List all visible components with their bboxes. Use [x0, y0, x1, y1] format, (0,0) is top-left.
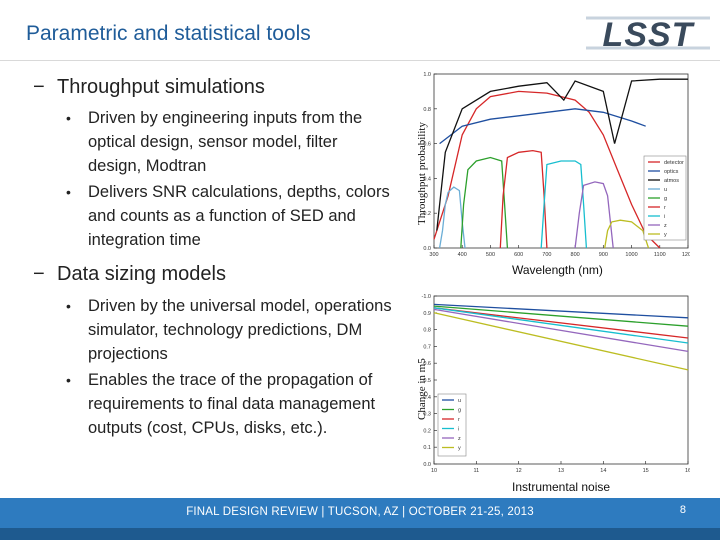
x-tick-label: 16 [685, 468, 690, 474]
series-line-i [433, 307, 689, 344]
plot-frame [433, 295, 689, 465]
legend-label-z: z [458, 436, 461, 442]
x-tick-label: 900 [599, 252, 608, 258]
slide-title: Parametric and statistical tools [26, 22, 311, 45]
x-tick-label: 300 [429, 252, 438, 258]
footer-band [0, 528, 720, 540]
section-heading-text: Data sizing models [57, 263, 226, 285]
legend-label-atmos: atmos [664, 178, 679, 184]
m5-change-chart: 10 11 12 13 14 15 16 0.0 0.1 0.2 0.3 0.4 0.5 0.6 0.7 0.… [422, 294, 690, 474]
series-line-r [499, 149, 548, 249]
series-line-z [574, 181, 614, 249]
legend-label-optics: optics [664, 169, 679, 175]
series-line-g [460, 156, 509, 249]
y-tick-label: 0.3 [423, 412, 431, 418]
legend-label-g: g [664, 196, 667, 202]
chart2-xlabel: Instrumental noise [512, 480, 611, 494]
footer-text: FINAL DESIGN REVIEW | TUCSON, AZ | OCTOB… [186, 506, 534, 518]
series-line-u [438, 186, 466, 249]
series-line-atmos [436, 78, 688, 231]
y-tick-label: 0.0 [423, 246, 431, 252]
footer-bar: FINAL DESIGN REVIEW | TUCSON, AZ | OCTOB… [0, 498, 720, 528]
series-line-g [433, 305, 689, 327]
x-tick-label: 1000 [625, 252, 637, 258]
series-line-u [433, 303, 689, 319]
legend-label-i: i [664, 214, 665, 220]
series-line-r [433, 307, 689, 339]
chart1-xlabel: Wavelength (nm) [512, 263, 603, 277]
bullet-list-throughput: Driven by engineering inputs from the op… [52, 106, 392, 252]
lsst-logo: LSST [580, 4, 716, 58]
legend-label-g: g [458, 408, 461, 414]
legend-label-y: y [664, 232, 667, 238]
title-divider [0, 60, 720, 61]
x-tick-label: 15 [643, 468, 649, 474]
x-tick-label: 800 [571, 252, 580, 258]
series-line-z [433, 308, 689, 353]
section-heading-text: Throughput simulations [57, 76, 265, 98]
svg-text:LSST: LSST [603, 16, 696, 54]
y-tick-label: 0.7 [423, 344, 431, 350]
x-tick-label: 11 [473, 468, 479, 474]
bullet-list-data-sizing: Driven by the universal model, operation… [52, 294, 392, 440]
x-tick-label: 1100 [654, 252, 666, 258]
y-tick-label: 0.2 [423, 428, 431, 434]
y-tick-label: 0.8 [423, 107, 431, 113]
bullet-item: Driven by the universal model, operation… [52, 294, 392, 366]
legend-label-z: z [664, 223, 667, 229]
x-tick-label: 10 [431, 468, 437, 474]
y-tick-label: 0.9 [423, 311, 431, 317]
bullet-item: Enables the trace of the propagation of … [52, 368, 392, 440]
series-line-y [433, 312, 689, 371]
x-tick-label: 12 [516, 468, 522, 474]
legend-label-i: i [458, 427, 459, 433]
x-tick-label: 600 [514, 252, 523, 258]
section-heading-data-sizing: − Data sizing models [33, 263, 226, 285]
legend-label-r: r [458, 417, 460, 423]
x-tick-label: 14 [600, 468, 606, 474]
y-tick-label: 0.6 [423, 361, 431, 367]
legend-box [437, 393, 467, 457]
section-heading-throughput: − Throughput simulations [33, 76, 265, 98]
y-tick-label: 0.0 [423, 462, 431, 468]
legend-label-detector: detector [664, 160, 684, 166]
y-tick-label: 0.4 [423, 176, 431, 182]
legend-label-y: y [458, 446, 461, 452]
y-tick-label: 0.2 [423, 211, 431, 217]
y-tick-label: 0.5 [423, 378, 431, 384]
x-tick-label: 13 [558, 468, 564, 474]
x-tick-label: 700 [542, 252, 551, 258]
series-line-y [604, 219, 650, 249]
y-tick-label: 0.1 [423, 445, 431, 451]
y-tick-label: -1.0 [422, 294, 431, 300]
legend-label-u: u [458, 398, 461, 404]
y-tick-label: 0.6 [423, 142, 431, 148]
bullet-item: Driven by engineering inputs from the op… [52, 106, 392, 178]
y-tick-label: 0.4 [423, 395, 431, 401]
x-tick-label: 400 [458, 252, 467, 258]
legend-label-u: u [664, 187, 667, 193]
y-tick-label: 0.8 [423, 328, 431, 334]
x-tick-label: 500 [486, 252, 495, 258]
bullet-item: Delivers SNR calculations, depths, color… [52, 180, 392, 252]
y-tick-label: 1.0 [423, 72, 431, 78]
page-number: 8 [679, 504, 686, 516]
series-line-i [540, 160, 588, 249]
legend-label-r: r [664, 205, 666, 211]
